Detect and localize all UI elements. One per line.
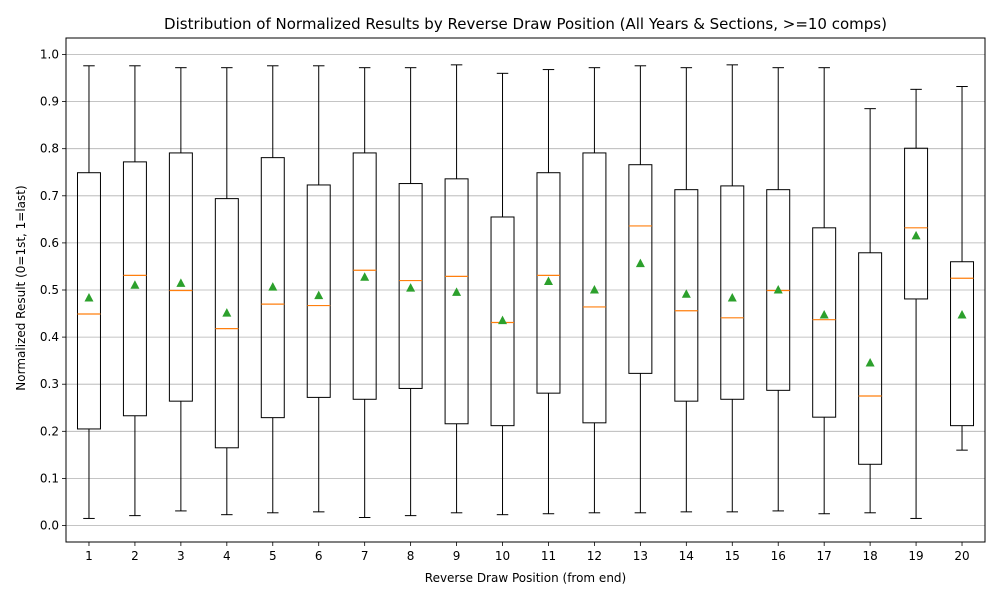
box-group-2	[122, 65, 147, 517]
x-tick-label: 5	[269, 549, 277, 563]
y-tick-label: 0.1	[40, 471, 59, 485]
y-tick-label: 0.9	[40, 95, 59, 109]
mean-marker	[589, 285, 599, 294]
box-group-18	[858, 108, 883, 514]
mean-marker	[406, 283, 416, 292]
box-group-12	[582, 67, 607, 514]
box-group-9	[444, 64, 469, 514]
iqr-box	[398, 183, 423, 389]
iqr-box	[950, 261, 975, 427]
mean-marker	[222, 308, 232, 317]
mean-marker	[84, 293, 94, 302]
x-tick-label: 14	[679, 549, 694, 563]
iqr-box	[76, 172, 101, 430]
mean-marker	[498, 315, 508, 325]
y-tick-label: 0.8	[40, 142, 59, 156]
iqr-box	[582, 152, 607, 424]
mean-marker	[635, 258, 645, 268]
box-group-19	[904, 88, 929, 519]
mean-marker	[176, 278, 186, 287]
y-tick-label: 0.7	[40, 189, 59, 203]
mean-marker	[314, 290, 324, 300]
y-tick-label: 0.5	[40, 283, 59, 297]
mean-marker	[957, 309, 967, 319]
iqr-box	[536, 172, 561, 394]
mean-marker	[681, 289, 691, 298]
iqr-box	[444, 178, 469, 425]
x-tick-label: 16	[771, 549, 786, 563]
iqr-box	[812, 227, 837, 418]
x-tick-label: 19	[908, 549, 923, 563]
mean-marker	[727, 293, 737, 302]
y-tick-label: 0.4	[40, 330, 59, 344]
boxes-layer	[76, 64, 975, 519]
x-tick-label: 15	[725, 549, 740, 563]
box-group-17	[812, 67, 837, 515]
grid-layer	[66, 54, 985, 526]
box-group-8	[398, 67, 423, 517]
y-tick-label: 0.3	[40, 377, 59, 391]
mean-marker	[360, 272, 370, 281]
box-group-5	[260, 65, 285, 514]
box-group-1	[76, 65, 101, 519]
iqr-box	[720, 185, 745, 400]
box-group-3	[168, 67, 193, 512]
x-tick-label: 2	[131, 549, 139, 563]
x-tick-label: 17	[817, 549, 832, 563]
iqr-box	[490, 216, 515, 427]
x-tick-label: 20	[954, 549, 969, 563]
chart-title: Distribution of Normalized Results by Re…	[164, 15, 887, 33]
x-tick-label: 18	[862, 549, 877, 563]
x-tick-label: 9	[453, 549, 461, 563]
x-tick-label: 8	[407, 549, 415, 563]
box-group-16	[766, 67, 791, 512]
x-tick-label: 7	[361, 549, 369, 563]
x-tick-label: 11	[541, 549, 556, 563]
iqr-box	[352, 152, 377, 400]
iqr-box	[214, 198, 239, 449]
iqr-box	[628, 164, 653, 374]
iqr-box	[858, 252, 883, 465]
mean-marker	[130, 280, 140, 289]
iqr-box	[260, 157, 285, 419]
box-group-11	[536, 69, 561, 515]
box-group-6	[306, 65, 331, 513]
mean-marker	[452, 287, 462, 296]
x-tick-label: 3	[177, 549, 185, 563]
y-tick-label: 0.2	[40, 424, 59, 438]
y-tick-label: 0.6	[40, 236, 59, 250]
mean-marker	[865, 358, 875, 367]
box-group-15	[720, 64, 745, 513]
mean-marker	[911, 230, 921, 240]
box-group-7	[352, 67, 377, 519]
x-tick-label: 12	[587, 549, 602, 563]
iqr-box	[904, 147, 929, 300]
box-group-13	[628, 65, 653, 514]
y-tick-label: 1.0	[40, 47, 59, 61]
iqr-box	[168, 152, 193, 402]
x-tick-label: 10	[495, 549, 510, 563]
mean-marker	[543, 276, 553, 286]
y-tick-label: 0.0	[40, 519, 59, 533]
box-group-14	[674, 67, 699, 513]
x-tick-label: 4	[223, 549, 231, 563]
y-axis-label: Normalized Result (0=1st, 1=last)	[14, 185, 28, 390]
iqr-box	[674, 189, 699, 402]
box-group-10	[490, 72, 515, 516]
ticks-layer: 0.00.10.20.30.40.50.60.70.80.91.01 2 3 4 5 6 7…	[40, 47, 970, 563]
x-tick-label: 13	[633, 549, 648, 563]
iqr-box	[306, 184, 331, 398]
mean-marker	[773, 285, 783, 294]
x-axis-label: Reverse Draw Position (from end)	[425, 571, 626, 585]
iqr-box	[122, 161, 147, 417]
box-group-20	[950, 86, 975, 451]
x-tick-label: 1	[85, 549, 93, 563]
mean-marker	[268, 282, 278, 291]
x-tick-label: 6	[315, 549, 323, 563]
mean-marker	[819, 309, 829, 319]
box-group-4	[214, 67, 239, 516]
